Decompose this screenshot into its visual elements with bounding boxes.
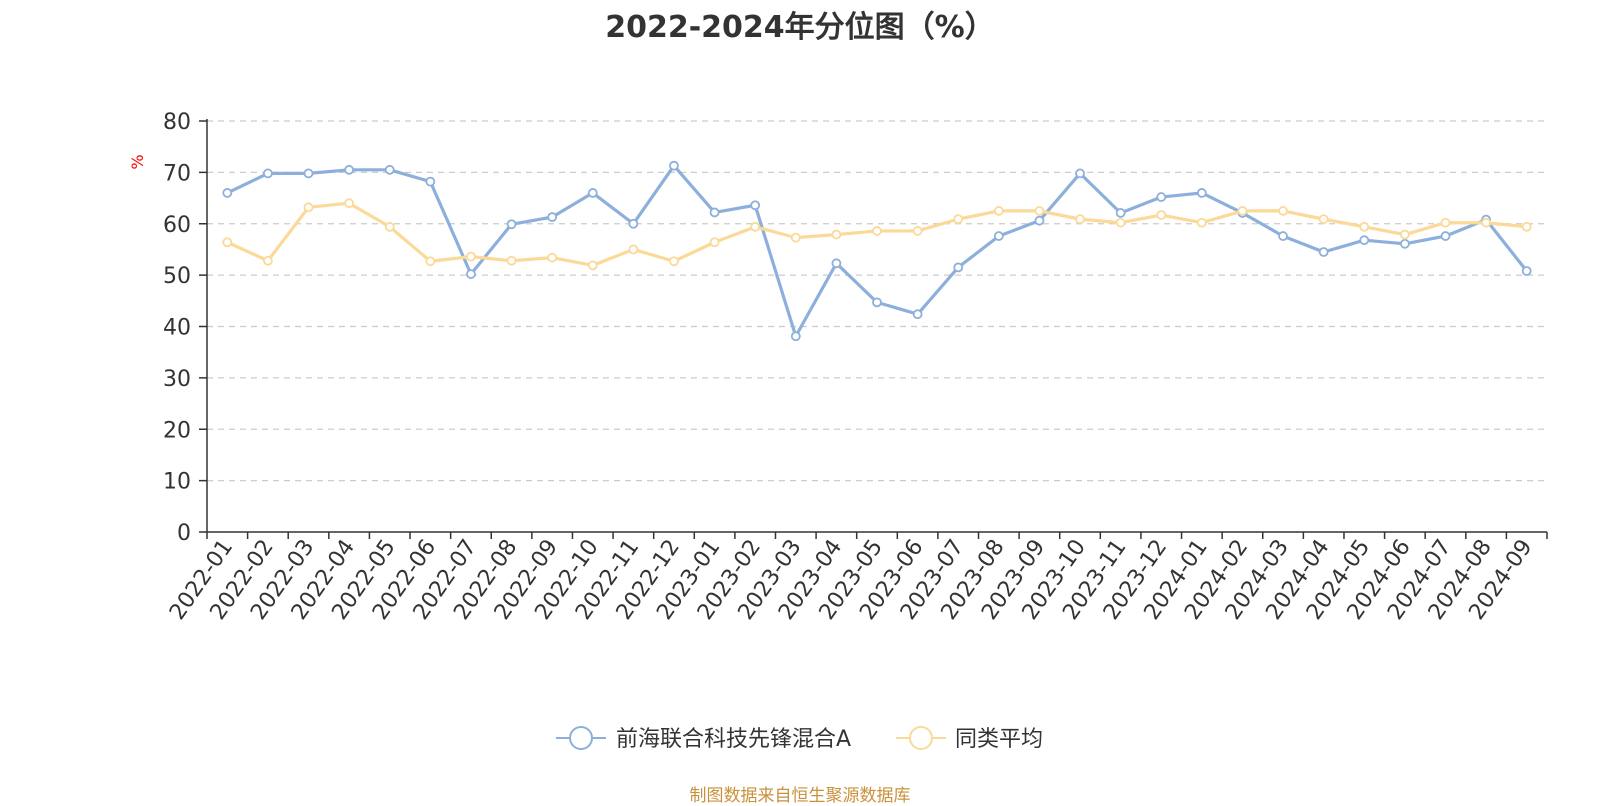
data-point	[384, 164, 395, 175]
data-point	[466, 251, 476, 262]
data-point	[344, 198, 355, 209]
data-point	[750, 200, 761, 211]
legend-marker	[909, 726, 933, 750]
legend-marker	[569, 726, 593, 750]
data-point	[953, 214, 964, 225]
data-point	[993, 231, 1004, 241]
source-note: 制图数据来自恒生聚源数据库	[689, 786, 911, 806]
data-point	[1075, 168, 1085, 179]
data-point	[1034, 206, 1045, 216]
data-point	[344, 164, 355, 175]
data-point	[1156, 210, 1167, 220]
data-point	[1481, 217, 1491, 228]
y-tick-label: 30	[163, 367, 191, 392]
data-point	[1115, 217, 1126, 228]
y-tick-label: 0	[177, 521, 191, 546]
data-point	[1359, 221, 1370, 232]
grid-lines	[207, 120, 1547, 482]
y-tick-label: 80	[163, 110, 191, 135]
data-point	[1237, 206, 1248, 216]
data-point	[1440, 217, 1451, 228]
data-point	[1278, 206, 1288, 216]
data-point	[750, 221, 761, 232]
data-point	[1399, 238, 1410, 249]
series-lines	[222, 160, 1532, 342]
y-tick-label: 50	[163, 264, 191, 289]
data-point	[547, 212, 558, 222]
data-point	[1278, 231, 1288, 241]
data-point	[1196, 188, 1207, 198]
data-point	[1521, 221, 1532, 232]
data-point	[872, 226, 882, 236]
y-tick-label: 70	[163, 161, 191, 186]
data-point	[831, 229, 842, 240]
data-point	[1521, 266, 1532, 276]
data-point	[790, 232, 801, 243]
data-point	[587, 188, 598, 198]
data-point	[506, 255, 517, 266]
data-point	[912, 226, 923, 236]
legend-label: 同类平均	[955, 727, 1043, 752]
y-axis-unit-label: %	[128, 154, 147, 169]
data-point	[872, 297, 882, 308]
data-point	[912, 309, 923, 320]
data-point	[466, 269, 476, 279]
y-tick-label: 60	[163, 213, 191, 238]
data-point	[628, 244, 639, 255]
data-point	[222, 188, 233, 198]
data-point	[1359, 235, 1370, 246]
y-tick-label: 40	[163, 316, 191, 341]
data-point	[425, 256, 436, 267]
data-point	[303, 202, 314, 213]
y-tick-label: 20	[163, 418, 191, 443]
data-point	[790, 331, 801, 342]
data-point	[709, 237, 720, 248]
legend-item-0: 前海联合科技先锋混合A	[556, 726, 851, 752]
y-tick-label: 10	[163, 470, 191, 495]
data-point	[669, 256, 679, 267]
series-line	[226, 164, 1528, 338]
data-point	[1156, 192, 1167, 202]
legend-item-1: 同类平均	[896, 726, 1043, 752]
data-point	[425, 176, 436, 187]
data-point	[1440, 231, 1451, 241]
data-point	[587, 260, 598, 271]
data-point	[303, 168, 314, 179]
data-point	[263, 168, 273, 179]
data-point	[709, 207, 720, 218]
data-point	[628, 218, 639, 229]
axes: 010203040506070802022-012022-022022-0320…	[163, 110, 1548, 625]
data-point	[953, 262, 964, 273]
data-point	[1318, 247, 1329, 257]
data-point	[831, 258, 842, 269]
legend: 前海联合科技先锋混合A 同类平均	[556, 726, 1043, 752]
data-point	[547, 252, 558, 263]
data-point	[1075, 214, 1085, 225]
data-point	[263, 255, 273, 266]
data-point	[993, 206, 1004, 216]
data-point	[1115, 208, 1126, 218]
data-point	[669, 160, 679, 171]
data-point	[384, 221, 395, 232]
data-point	[1399, 229, 1410, 240]
chart-title: 2022-2024年分位图（%）	[605, 10, 995, 45]
data-point	[222, 237, 233, 248]
legend-label: 前海联合科技先锋混合A	[616, 727, 851, 752]
data-point	[1196, 217, 1207, 228]
data-point	[1034, 215, 1045, 226]
data-point	[506, 219, 517, 230]
series-1	[222, 198, 1532, 271]
data-point	[1318, 214, 1329, 225]
